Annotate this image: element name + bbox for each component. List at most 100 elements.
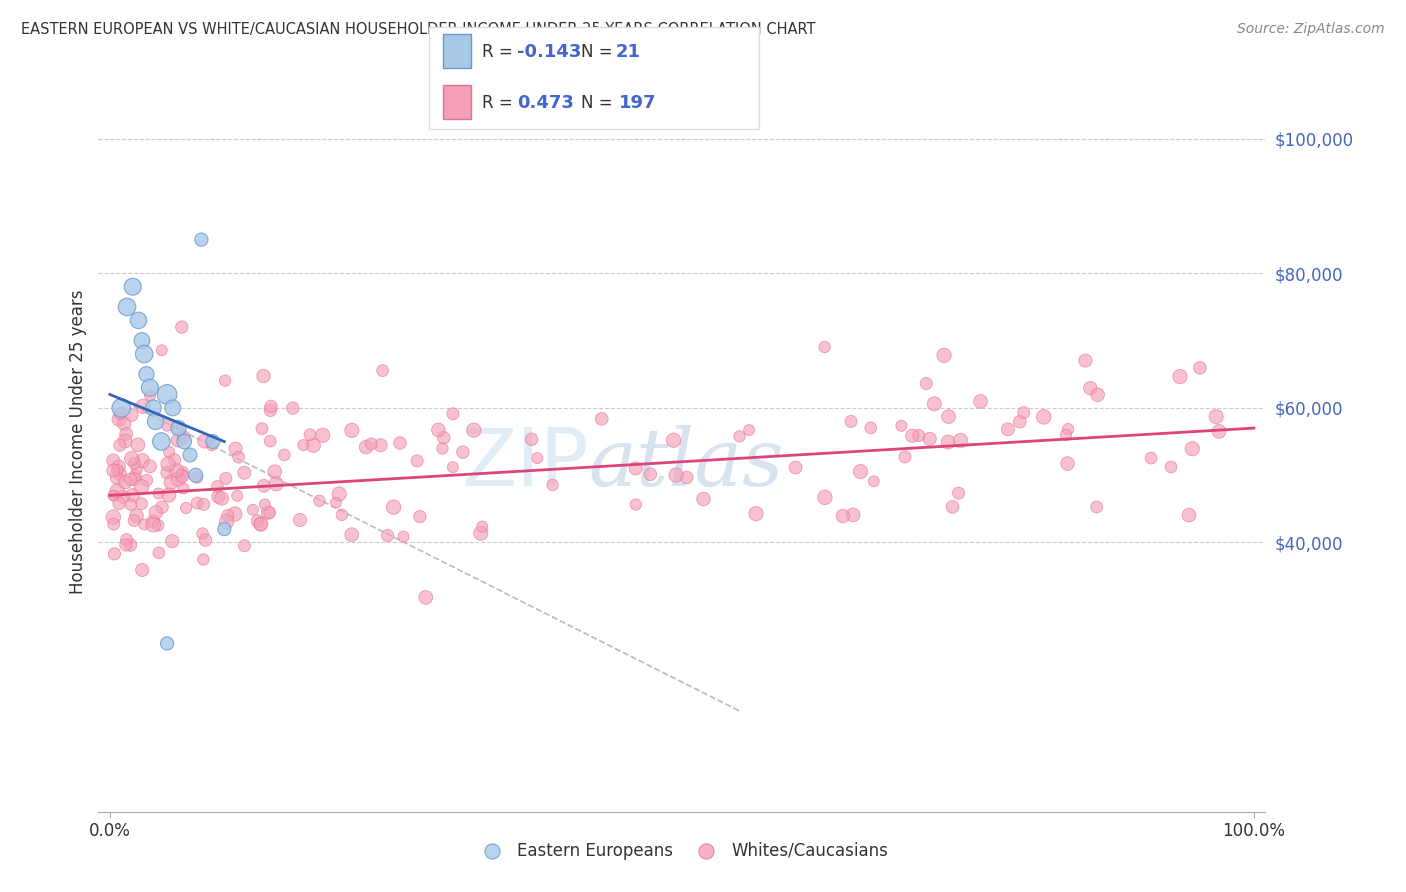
Point — [288, 513, 311, 527]
Text: R =: R = — [482, 44, 519, 62]
Point — [441, 407, 464, 421]
Point — [139, 459, 162, 474]
Point — [257, 506, 280, 520]
Point — [124, 456, 146, 470]
Point — [127, 313, 149, 327]
Point — [150, 500, 173, 515]
Point — [167, 433, 190, 447]
Point — [193, 552, 215, 566]
Point — [148, 546, 170, 560]
Point — [215, 515, 238, 529]
Point — [121, 408, 143, 422]
Y-axis label: Householder Income Under 25 years: Householder Income Under 25 years — [69, 289, 87, 594]
Point — [252, 369, 274, 384]
Point — [142, 514, 165, 528]
Point — [139, 388, 162, 402]
Point — [922, 397, 945, 411]
Text: N =: N = — [581, 44, 617, 62]
Point — [167, 472, 190, 486]
Point — [311, 428, 333, 442]
Point — [157, 488, 180, 502]
Point — [451, 445, 474, 459]
Point — [308, 493, 330, 508]
Point — [156, 466, 179, 480]
Point — [103, 453, 125, 467]
Point — [186, 496, 208, 510]
Point — [264, 476, 287, 491]
Point — [949, 434, 972, 448]
Point — [541, 478, 564, 492]
Point — [591, 412, 613, 426]
Point — [1057, 422, 1080, 436]
Point — [392, 530, 415, 544]
Point — [281, 401, 304, 416]
Point — [354, 440, 377, 454]
Point — [1178, 508, 1201, 522]
Text: N =: N = — [581, 94, 617, 112]
Point — [463, 423, 485, 437]
Point — [941, 500, 963, 514]
Point — [194, 434, 217, 449]
Point — [370, 438, 392, 452]
Point — [114, 538, 136, 552]
Point — [785, 460, 807, 475]
Point — [849, 465, 872, 479]
Point — [122, 513, 145, 527]
Point — [165, 463, 187, 477]
Point — [938, 409, 960, 424]
Point — [108, 406, 131, 420]
Point — [114, 434, 136, 448]
Point — [142, 401, 165, 415]
Point — [1054, 428, 1077, 442]
Point — [233, 466, 256, 480]
Point — [172, 465, 194, 479]
Point — [1074, 353, 1097, 368]
Point — [190, 233, 212, 247]
Point — [249, 517, 271, 532]
Point — [371, 364, 394, 378]
Point — [214, 522, 236, 536]
Point — [624, 461, 647, 475]
Point — [179, 448, 201, 462]
Point — [184, 468, 207, 483]
Point — [1188, 360, 1211, 375]
Point — [103, 510, 125, 524]
Point — [862, 475, 884, 489]
Point — [131, 334, 153, 348]
Point — [665, 468, 688, 483]
Point — [1140, 451, 1163, 466]
Point — [259, 434, 281, 449]
Point — [163, 453, 186, 467]
Point — [120, 498, 142, 512]
Point — [433, 431, 456, 445]
Point — [146, 518, 169, 533]
Point — [382, 500, 405, 515]
Point — [260, 400, 283, 414]
Point — [1008, 415, 1031, 429]
Text: 21: 21 — [616, 44, 641, 62]
Point — [193, 497, 215, 511]
Point — [103, 463, 125, 477]
Point — [156, 636, 179, 650]
Point — [124, 472, 146, 486]
Point — [157, 445, 180, 459]
Point — [859, 421, 882, 435]
Point — [441, 460, 464, 475]
Point — [115, 300, 138, 314]
Point — [108, 467, 131, 482]
Point — [215, 471, 238, 485]
Point — [901, 428, 924, 442]
Point — [250, 422, 273, 436]
Point — [105, 483, 128, 498]
Point — [915, 376, 938, 391]
Point — [112, 417, 135, 431]
Point — [233, 539, 256, 553]
Point — [201, 438, 224, 452]
Point — [520, 433, 543, 447]
Point — [1205, 409, 1227, 424]
Point — [377, 528, 399, 542]
Point — [1032, 409, 1054, 424]
Point — [360, 437, 382, 451]
Point — [745, 507, 768, 521]
Point — [253, 479, 276, 493]
